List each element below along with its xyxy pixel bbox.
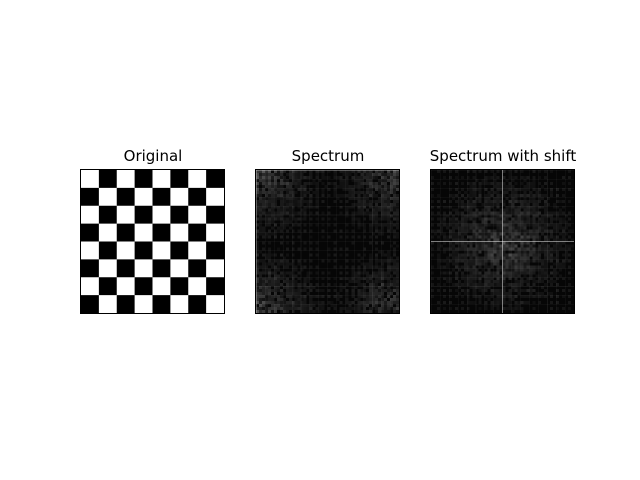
checker-cell bbox=[116, 295, 135, 313]
checker-cell bbox=[116, 187, 135, 206]
checker-cell bbox=[206, 241, 224, 260]
checker-cell bbox=[134, 241, 153, 260]
spectrum-svg bbox=[256, 170, 399, 313]
checker-cell bbox=[81, 295, 99, 313]
checker-cell bbox=[206, 205, 224, 224]
checker-cell bbox=[152, 259, 171, 278]
checkerboard-image bbox=[80, 169, 225, 314]
checker-cell bbox=[152, 295, 171, 313]
checker-cell bbox=[206, 170, 224, 188]
checker-cell bbox=[134, 170, 153, 188]
checker-cell bbox=[98, 241, 117, 260]
checker-cell bbox=[188, 187, 207, 206]
checker-cell bbox=[81, 223, 99, 242]
checkerboard-svg bbox=[81, 170, 224, 313]
spectrum-shift-image bbox=[430, 169, 575, 314]
checker-cell bbox=[98, 205, 117, 224]
checker-cell bbox=[188, 259, 207, 278]
checker-cell bbox=[152, 187, 171, 206]
checker-cell bbox=[170, 277, 189, 296]
checker-cell bbox=[206, 277, 224, 296]
checker-cell bbox=[116, 223, 135, 242]
checker-cell bbox=[170, 170, 189, 188]
panel-title-spectrum: Spectrum bbox=[291, 147, 365, 165]
checker-cell bbox=[170, 205, 189, 224]
panel-title-original: Original bbox=[123, 147, 183, 165]
checker-cell bbox=[134, 277, 153, 296]
checker-cell bbox=[134, 205, 153, 224]
checker-cell bbox=[188, 223, 207, 242]
checker-cell bbox=[152, 223, 171, 242]
spectrum-shift-svg bbox=[431, 170, 574, 313]
checker-cell bbox=[116, 259, 135, 278]
checker-cell bbox=[81, 187, 99, 206]
checker-cell bbox=[81, 259, 99, 278]
checker-cell bbox=[188, 295, 207, 313]
spectrum-image bbox=[255, 169, 400, 314]
checker-cell bbox=[98, 170, 117, 188]
panel-title-spectrum-shift: Spectrum with shift bbox=[429, 147, 577, 165]
checker-cell bbox=[98, 277, 117, 296]
checker-cell bbox=[170, 241, 189, 260]
